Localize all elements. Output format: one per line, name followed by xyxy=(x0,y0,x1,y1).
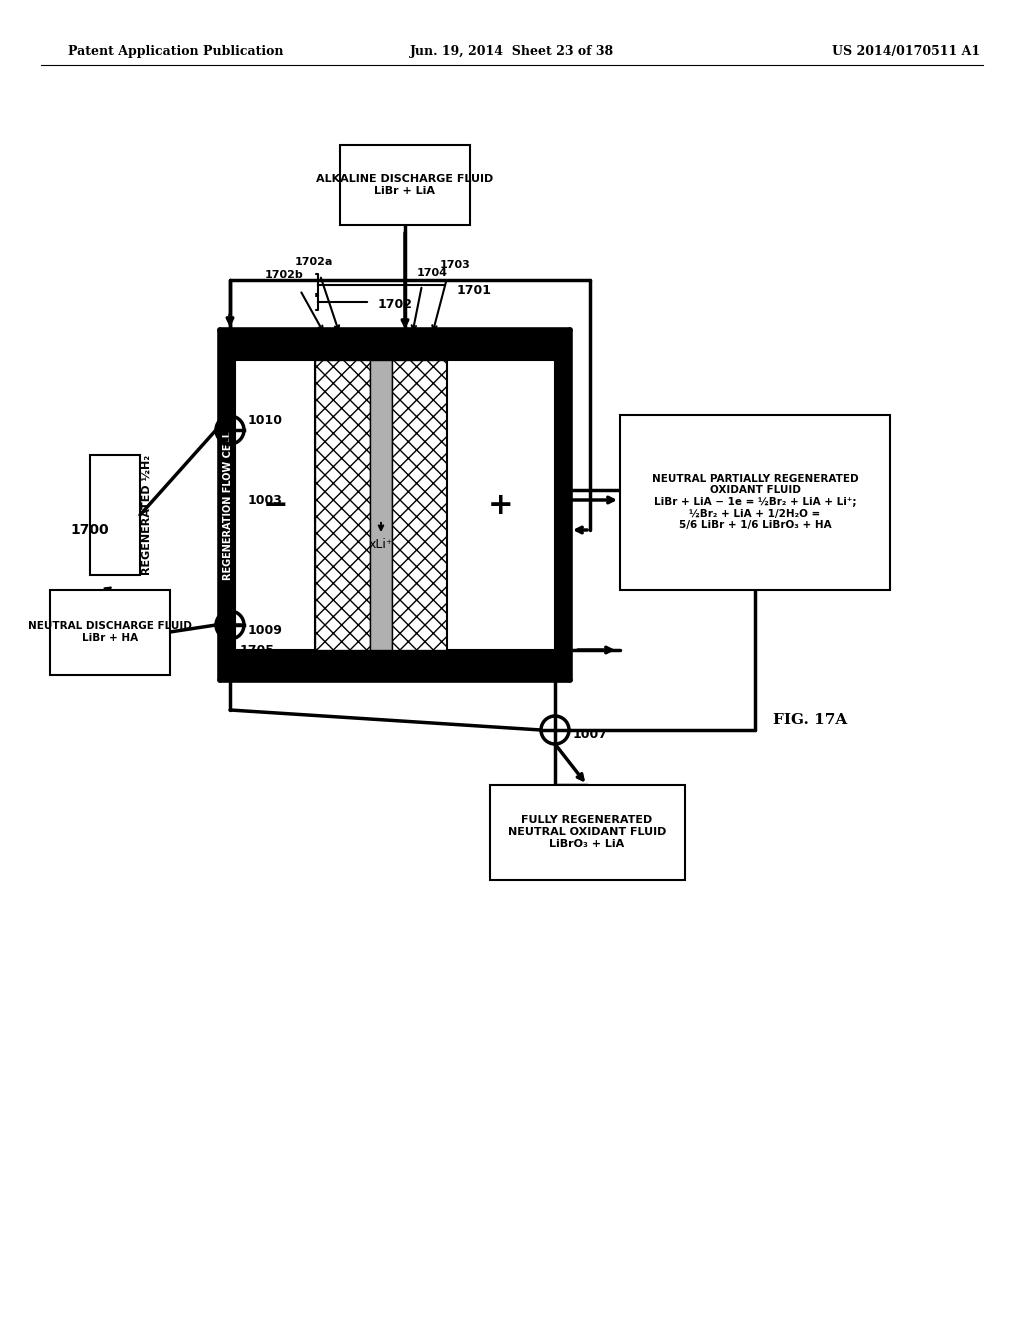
Text: −: − xyxy=(262,491,288,520)
Text: 1704: 1704 xyxy=(417,268,449,279)
Text: 1703: 1703 xyxy=(440,260,471,271)
Text: 1009: 1009 xyxy=(248,623,283,636)
Text: Patent Application Publication: Patent Application Publication xyxy=(68,45,284,58)
Bar xyxy=(620,414,890,590)
Text: 1010: 1010 xyxy=(248,413,283,426)
Bar xyxy=(490,785,685,880)
Bar xyxy=(220,330,570,680)
Text: 1701: 1701 xyxy=(457,284,492,297)
Bar xyxy=(340,145,470,224)
Text: 1007: 1007 xyxy=(573,729,608,742)
Text: 1700: 1700 xyxy=(70,523,109,537)
Text: 1003: 1003 xyxy=(248,494,283,507)
Text: +: + xyxy=(488,491,514,520)
Text: NEUTRAL PARTIALLY REGENERATED
OXIDANT FLUID
LiBr + LiA − 1e = ½Br₂ + LiA + Li⁺;
: NEUTRAL PARTIALLY REGENERATED OXIDANT FL… xyxy=(651,474,858,531)
Text: ALKALINE DISCHARGE FLUID
LiBr + LiA: ALKALINE DISCHARGE FLUID LiBr + LiA xyxy=(316,174,494,195)
Text: REGENERATION FLOW CELL: REGENERATION FLOW CELL xyxy=(223,430,233,579)
Text: REGENERATED ½H₂: REGENERATED ½H₂ xyxy=(142,455,152,576)
Text: xLi⁺: xLi⁺ xyxy=(369,539,393,552)
Text: FIG. 17A: FIG. 17A xyxy=(773,713,847,727)
Text: FULLY REGENERATED
NEUTRAL OXIDANT FLUID
LiBrO₃ + LiA: FULLY REGENERATED NEUTRAL OXIDANT FLUID … xyxy=(508,816,667,849)
Text: NEUTRAL DISCHARGE FLUID
LiBr + HA: NEUTRAL DISCHARGE FLUID LiBr + HA xyxy=(28,622,191,643)
Bar xyxy=(50,590,170,675)
Text: 1705: 1705 xyxy=(240,644,275,656)
Text: 1702a: 1702a xyxy=(295,257,334,267)
Bar xyxy=(315,360,370,649)
Bar xyxy=(234,360,315,649)
Bar xyxy=(392,360,447,649)
Bar xyxy=(447,360,555,649)
Text: US 2014/0170511 A1: US 2014/0170511 A1 xyxy=(831,45,980,58)
Text: Jun. 19, 2014  Sheet 23 of 38: Jun. 19, 2014 Sheet 23 of 38 xyxy=(410,45,614,58)
Bar xyxy=(90,455,140,576)
Text: 1702: 1702 xyxy=(378,298,413,312)
Bar xyxy=(370,360,392,649)
Text: 1702b: 1702b xyxy=(265,271,304,280)
